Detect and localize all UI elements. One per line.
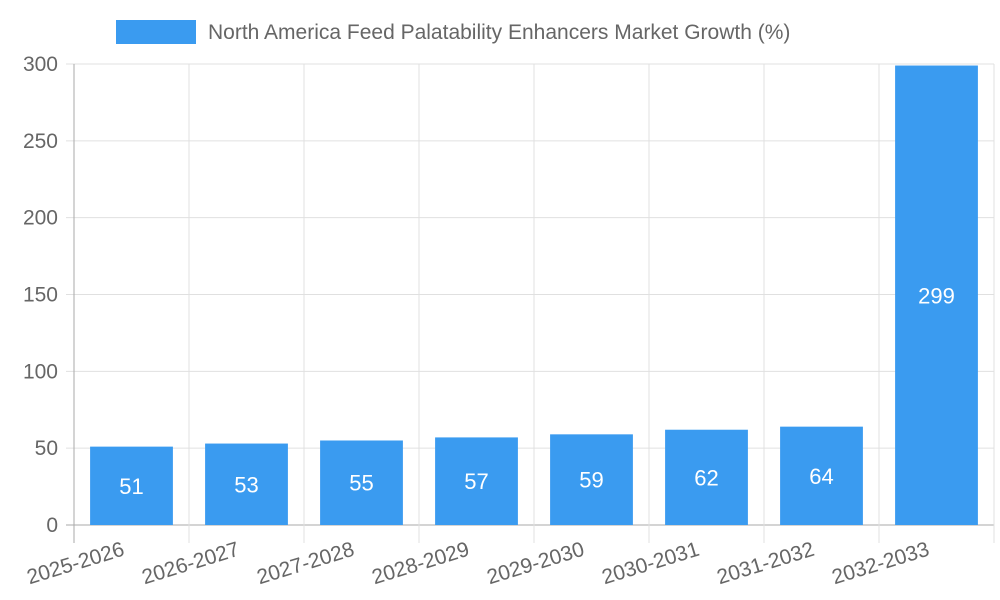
y-axis: 0 50 100 150 200 250 300 (23, 53, 58, 537)
bars: 51 53 55 57 59 62 64 299 (90, 65, 978, 525)
y-tick-label: 250 (23, 130, 58, 153)
y-tick-label: 300 (23, 53, 58, 76)
bar[interactable] (665, 429, 748, 525)
bar-value-label: 51 (119, 474, 143, 499)
x-tick-label: 2030-2031 (599, 538, 702, 589)
x-axis: 2025-2026 2026-2027 2027-2028 2028-2029 2029… (24, 538, 932, 589)
x-tick-label: 2031-2032 (714, 538, 817, 589)
bar-value-label: 62 (694, 465, 718, 490)
x-tick-label: 2026-2027 (139, 538, 242, 589)
x-tick-label: 2028-2029 (369, 538, 472, 589)
x-tick-label: 2032-2033 (829, 538, 932, 589)
bar[interactable] (90, 446, 173, 525)
x-tick-label: 2029-2030 (484, 538, 587, 589)
y-tick-label: 50 (35, 437, 58, 460)
y-tick-label: 0 (46, 514, 58, 537)
bar-value-label: 59 (579, 468, 603, 493)
bar[interactable] (205, 443, 288, 525)
bar[interactable] (780, 426, 863, 525)
bar-value-label: 57 (464, 469, 488, 494)
bar-value-label: 64 (809, 464, 833, 489)
y-tick-label: 150 (23, 284, 58, 307)
bar[interactable] (895, 65, 978, 525)
bar-value-label: 299 (918, 283, 955, 308)
bar-value-label: 55 (349, 471, 373, 496)
bar-value-label: 53 (234, 472, 258, 497)
legend-swatch[interactable] (116, 20, 196, 44)
y-tick-label: 200 (23, 207, 58, 230)
x-tick-label: 2025-2026 (24, 538, 127, 589)
bar[interactable] (550, 434, 633, 525)
y-tick-label: 100 (23, 360, 58, 383)
bar[interactable] (435, 437, 518, 525)
legend-label[interactable]: North America Feed Palatability Enhancer… (208, 21, 790, 44)
x-tick-label: 2027-2028 (254, 538, 357, 589)
grid (66, 63, 995, 543)
bar[interactable] (320, 440, 403, 525)
legend[interactable]: North America Feed Palatability Enhancer… (116, 20, 790, 44)
